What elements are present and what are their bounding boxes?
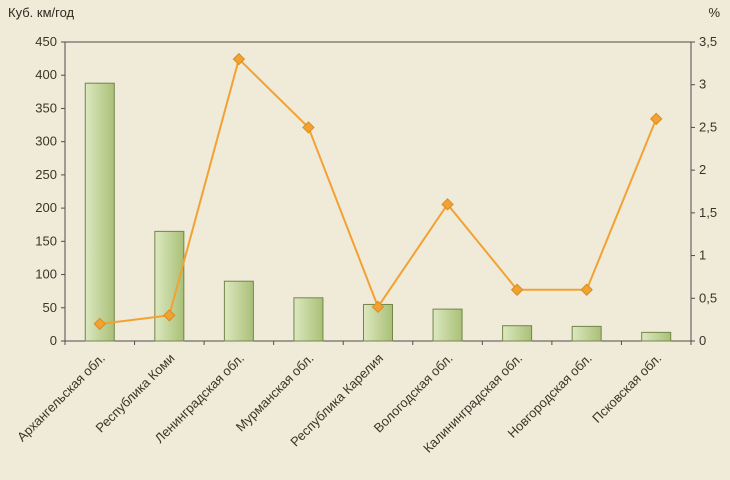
left-axis-tick-label: 50: [43, 300, 57, 315]
line-marker: [510, 283, 524, 296]
right-axis-tick-label: 0: [699, 333, 706, 348]
line-marker: [650, 112, 663, 126]
left-axis-tick-label: 0: [50, 333, 57, 348]
right-axis-tick-label: 3,5: [699, 34, 717, 49]
left-axis-tick-label: 100: [35, 267, 57, 282]
left-axis-title: Куб. км/год: [8, 5, 75, 20]
line-marker: [441, 198, 454, 211]
right-axis-tick-label: 2: [699, 162, 706, 177]
bar: [641, 331, 672, 342]
right-axis-title: %: [708, 5, 720, 20]
line-marker: [580, 283, 593, 296]
bar: [432, 308, 463, 342]
category-label: Псковская обл.: [589, 351, 664, 426]
right-axis-tick-label: 1,5: [699, 205, 717, 220]
left-axis-tick-label: 250: [35, 167, 57, 182]
bar: [84, 82, 115, 342]
left-axis-tick-label: 300: [35, 134, 57, 149]
line-marker: [93, 317, 106, 331]
left-axis-tick-label: 400: [35, 67, 57, 82]
left-axis-tick-label: 450: [35, 34, 57, 49]
bar: [223, 280, 254, 342]
left-axis-tick-label: 150: [35, 233, 57, 248]
bar: [502, 325, 533, 342]
line-marker: [302, 121, 315, 134]
line-marker: [163, 309, 176, 322]
bar: [154, 230, 185, 342]
right-axis-tick-label: 1: [699, 248, 706, 263]
left-axis-tick-label: 350: [35, 100, 57, 115]
bar: [293, 297, 324, 342]
right-axis-tick-label: 3: [699, 77, 706, 92]
category-label: Архангельская обл.: [14, 351, 108, 445]
line-marker: [371, 300, 385, 314]
right-axis-tick-label: 2,5: [699, 119, 717, 134]
line-marker: [232, 52, 246, 66]
left-axis-tick-label: 200: [35, 200, 57, 215]
bar: [571, 325, 602, 342]
right-axis-tick-label: 0,5: [699, 290, 717, 305]
